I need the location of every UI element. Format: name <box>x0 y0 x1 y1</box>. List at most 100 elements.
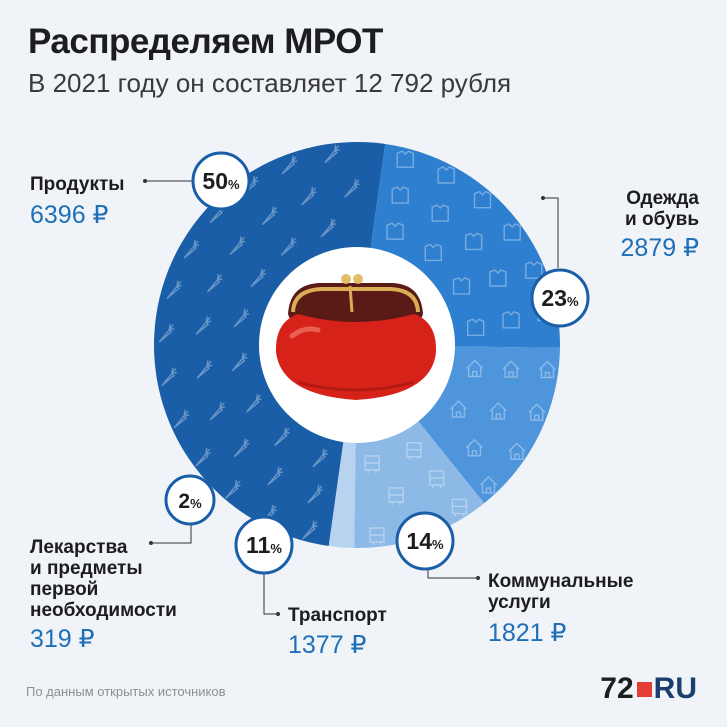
shirt-icon <box>467 318 485 336</box>
bus-icon <box>364 455 380 473</box>
page-title: Распределяем МРОТ <box>28 22 383 61</box>
house-icon <box>538 360 556 379</box>
carrot-icon <box>158 323 175 343</box>
percent-label: 23% <box>541 285 579 311</box>
carrot-icon <box>267 466 283 486</box>
amount-medicine: 319 ₽ <box>30 625 95 653</box>
carrot-icon <box>301 186 317 206</box>
carrot-icon <box>344 178 360 198</box>
shirt-icon <box>489 269 507 287</box>
shirt-icon <box>525 261 543 279</box>
carrot-icon <box>231 352 248 372</box>
percent-badge-utilities: 14% <box>395 511 455 571</box>
carrot-icon <box>206 273 223 293</box>
house-icon <box>465 438 483 457</box>
shirt-icon <box>396 150 414 168</box>
amount-products: 6396 ₽ <box>30 201 109 229</box>
carrot-icon <box>161 367 177 387</box>
label-medicine-line: первой <box>30 579 99 600</box>
shirt-icon <box>386 222 404 240</box>
shirt-icon <box>452 277 471 295</box>
house-icon <box>508 442 526 460</box>
label-medicine-line: необходимости <box>30 600 177 621</box>
carrot-icon <box>209 401 226 421</box>
carrot-icon <box>224 480 241 499</box>
percent-badge-products: 50% <box>191 151 251 211</box>
label-medicine-line: и предметы <box>30 558 143 579</box>
house-icon <box>449 400 467 418</box>
percent-label: 11% <box>246 532 282 558</box>
house-icon <box>489 402 507 420</box>
shirt-icon <box>391 186 409 204</box>
bus-icon <box>451 498 468 517</box>
carrot-icon <box>196 360 213 379</box>
carrot-icon <box>324 144 340 164</box>
source-note: По данным открытых источников <box>26 684 226 699</box>
carrot-icon <box>229 236 246 255</box>
carrot-icon <box>250 268 267 288</box>
carrot-icon <box>307 484 323 504</box>
house-icon <box>502 360 520 378</box>
brand-logo: 72 RU <box>600 672 697 706</box>
amount-transport: 1377 ₽ <box>288 631 367 659</box>
label-utilities: Коммунальные услуги <box>488 571 633 613</box>
percent-badge-clothes: 23% <box>530 268 590 328</box>
purse-icon <box>275 274 437 400</box>
slice-patterns <box>158 144 556 545</box>
percent-label: 2% <box>178 490 202 513</box>
house-icon <box>528 403 546 421</box>
carrot-icon <box>245 393 262 413</box>
label-utilities-line: услуги <box>488 592 551 613</box>
shirt-icon <box>465 232 483 251</box>
carrot-icon <box>280 237 297 256</box>
carrot-icon <box>312 448 329 468</box>
label-utilities-line: Коммунальные <box>488 571 634 592</box>
logo-number: 72 <box>600 672 634 705</box>
logo-text: RU <box>653 672 697 705</box>
badge-circle <box>234 515 294 575</box>
house-icon <box>480 475 497 494</box>
carrot-icon <box>233 308 250 328</box>
carrot-icon <box>233 438 250 458</box>
carrot-icon <box>320 218 337 238</box>
percent-label: 14% <box>406 528 444 554</box>
leader-lines <box>143 179 559 616</box>
shirt-icon <box>502 310 520 329</box>
label-clothes-line: и обувь <box>625 209 699 230</box>
house-icon <box>466 359 484 378</box>
carrot-icon <box>274 427 290 447</box>
badge-circle <box>395 511 455 571</box>
shirt-icon <box>503 223 521 241</box>
carrot-icon <box>183 239 200 259</box>
bus-icon <box>388 487 404 505</box>
label-transport: Транспорт <box>288 605 387 626</box>
label-products: Продукты <box>30 174 125 195</box>
bus-icon <box>429 470 445 489</box>
carrot-icon <box>166 280 183 300</box>
label-clothes-line: Одежда <box>626 188 699 209</box>
amount-utilities: 1821 ₽ <box>488 619 567 647</box>
percent-label: 50% <box>202 168 240 194</box>
carrot-icon <box>261 206 278 226</box>
shirt-icon <box>424 243 442 262</box>
shirt-icon <box>437 166 455 184</box>
carrot-icon <box>195 447 211 467</box>
badge-circle <box>164 474 216 526</box>
percent-badge-medicine: 2% <box>164 474 216 526</box>
shirt-icon <box>473 190 492 209</box>
amount-clothes: 2879 ₽ <box>620 234 699 262</box>
bus-icon <box>406 442 422 460</box>
percent-badge-transport: 11% <box>234 515 294 575</box>
badge-circle <box>191 151 251 211</box>
carrot-icon <box>261 504 277 524</box>
label-clothes: Одежда и обувь <box>559 188 699 230</box>
label-medicine-line: Лекарства <box>30 537 128 558</box>
percent-badges: 50% 23% 14% 11% 2% <box>164 151 590 575</box>
label-medicine: Лекарства и предметы первой необходимост… <box>30 537 177 621</box>
carrot-icon <box>302 520 318 540</box>
bus-icon <box>369 527 385 545</box>
badge-circle <box>530 268 590 328</box>
carrot-icon <box>281 155 298 175</box>
logo-square-icon <box>636 681 652 697</box>
